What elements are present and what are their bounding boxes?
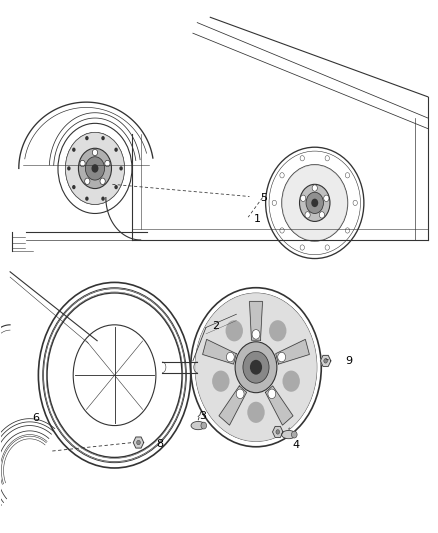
Polygon shape <box>133 437 144 448</box>
Circle shape <box>67 166 71 171</box>
Circle shape <box>324 195 329 201</box>
Circle shape <box>280 228 284 233</box>
Circle shape <box>114 148 118 152</box>
Circle shape <box>119 166 123 171</box>
Circle shape <box>300 184 330 221</box>
Circle shape <box>276 430 279 434</box>
Circle shape <box>72 148 76 152</box>
Text: 6: 6 <box>32 413 39 423</box>
Circle shape <box>283 370 300 392</box>
Circle shape <box>73 325 156 425</box>
Circle shape <box>100 178 105 184</box>
Text: 1: 1 <box>254 214 261 224</box>
Circle shape <box>101 197 105 201</box>
Polygon shape <box>250 302 262 340</box>
Circle shape <box>92 164 99 173</box>
Circle shape <box>325 245 329 250</box>
Circle shape <box>236 389 244 399</box>
Circle shape <box>319 212 325 218</box>
Polygon shape <box>265 386 293 425</box>
Circle shape <box>300 195 306 201</box>
Circle shape <box>268 389 276 399</box>
Circle shape <box>65 132 124 205</box>
Circle shape <box>247 402 265 423</box>
Circle shape <box>78 148 112 189</box>
Circle shape <box>101 136 105 140</box>
Circle shape <box>312 185 318 191</box>
Circle shape <box>80 160 85 167</box>
Circle shape <box>85 136 88 140</box>
Circle shape <box>252 329 260 339</box>
Circle shape <box>300 156 304 161</box>
Circle shape <box>72 185 76 189</box>
Circle shape <box>226 352 234 362</box>
Circle shape <box>305 212 310 218</box>
Circle shape <box>85 157 105 180</box>
Circle shape <box>324 359 328 363</box>
Polygon shape <box>321 356 331 366</box>
Circle shape <box>300 245 304 250</box>
Text: 4: 4 <box>292 440 299 450</box>
Text: 9: 9 <box>345 356 352 366</box>
Circle shape <box>278 352 286 362</box>
Text: 8: 8 <box>156 439 163 449</box>
Circle shape <box>291 431 297 438</box>
Circle shape <box>212 370 230 392</box>
Text: 2: 2 <box>212 321 219 331</box>
Circle shape <box>85 178 90 184</box>
Polygon shape <box>219 386 247 425</box>
Circle shape <box>201 422 207 429</box>
Circle shape <box>105 160 110 167</box>
Ellipse shape <box>191 422 205 430</box>
Circle shape <box>306 192 323 214</box>
Circle shape <box>272 200 276 206</box>
Polygon shape <box>203 340 236 364</box>
Text: 3: 3 <box>199 411 206 421</box>
Circle shape <box>345 228 350 233</box>
Circle shape <box>280 173 284 178</box>
Circle shape <box>345 173 350 178</box>
Circle shape <box>92 149 98 156</box>
Circle shape <box>243 351 269 383</box>
Circle shape <box>114 185 118 189</box>
Circle shape <box>325 156 329 161</box>
Circle shape <box>250 360 262 375</box>
Text: 5: 5 <box>260 192 267 203</box>
Circle shape <box>137 440 140 445</box>
Circle shape <box>85 197 88 201</box>
Circle shape <box>353 200 357 206</box>
Circle shape <box>226 320 243 341</box>
Ellipse shape <box>282 165 348 241</box>
Polygon shape <box>272 426 283 438</box>
Ellipse shape <box>282 431 296 439</box>
Circle shape <box>195 293 317 441</box>
Circle shape <box>269 320 286 341</box>
Circle shape <box>235 342 277 393</box>
Polygon shape <box>276 340 309 364</box>
Circle shape <box>311 199 318 207</box>
